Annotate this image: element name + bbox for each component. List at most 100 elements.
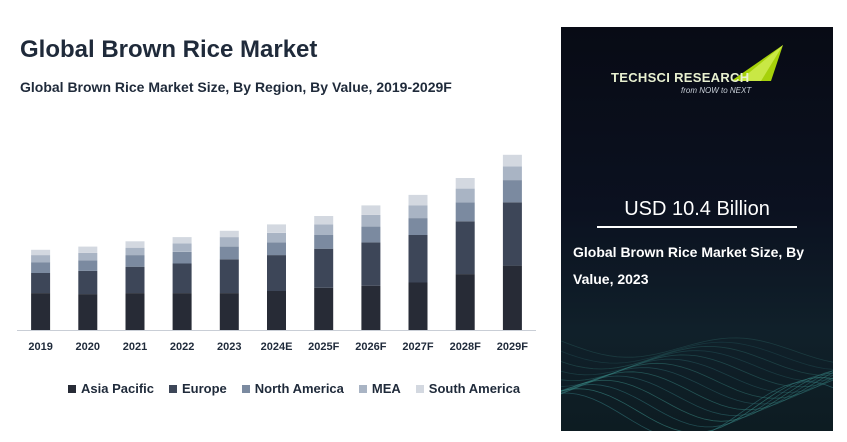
bar-segment-mea-2022 xyxy=(172,243,192,252)
bar-segment-europe-2021 xyxy=(125,266,145,294)
bar-segment-europe-2026f xyxy=(361,242,381,286)
chart-subtitle: Global Brown Rice Market Size, By Region… xyxy=(20,79,452,95)
bar-segment-europe-2023 xyxy=(219,259,239,294)
bar-segment-north-america-2023 xyxy=(219,246,239,260)
bar-segment-south-america-2027f xyxy=(408,194,428,206)
logo-arrow-icon xyxy=(731,45,783,81)
wave-line xyxy=(561,371,833,411)
x-tick-label: 2024E xyxy=(261,341,293,353)
bar-segment-mea-2028f xyxy=(455,188,475,203)
wave-line xyxy=(561,381,833,431)
legend-label: MEA xyxy=(371,381,401,396)
bar-segment-north-america-2026f xyxy=(361,226,381,243)
wave-line xyxy=(561,367,833,405)
bar-segment-north-america-2029f xyxy=(502,180,522,203)
bar-segment-south-america-2021 xyxy=(125,241,145,248)
bar-segment-asia-pacific-2027f xyxy=(408,282,428,330)
bar-segment-asia-pacific-2026f xyxy=(361,285,381,330)
wave-line xyxy=(561,354,833,388)
bar-segment-south-america-2022 xyxy=(172,237,192,244)
bar-segment-mea-2024e xyxy=(267,232,286,243)
wave-line xyxy=(561,350,833,382)
logo-tagline: from NOW to NEXT xyxy=(681,86,752,95)
wave-line xyxy=(561,372,833,428)
x-tick-label: 2021 xyxy=(123,341,147,353)
legend-swatch xyxy=(241,384,250,393)
bar-segment-europe-2020 xyxy=(78,270,98,295)
bar-segment-north-america-2025f xyxy=(314,235,334,249)
bar-segment-europe-2025f xyxy=(314,248,334,288)
market-value: USD 10.4 Billion xyxy=(624,198,770,220)
legend-label: Europe xyxy=(182,381,227,396)
legend-label: North America xyxy=(254,381,344,396)
bar-segment-asia-pacific-2022 xyxy=(172,293,192,330)
bar-segment-asia-pacific-2028f xyxy=(455,274,475,330)
bar-segment-south-america-2026f xyxy=(361,205,381,215)
wave-line xyxy=(561,377,833,431)
legend-item-europe: Europe xyxy=(169,381,227,396)
x-tick-label: 2019 xyxy=(28,341,52,353)
legend-item-north-america: North America xyxy=(241,381,344,396)
bar-segment-europe-2027f xyxy=(408,235,428,283)
info-panel: TECHSCI RESEARCH from NOW to NEXT USD 10… xyxy=(561,27,833,431)
bar-segment-europe-2022 xyxy=(172,263,192,294)
bar-segment-south-america-2023 xyxy=(219,230,239,238)
x-tick-label: 2023 xyxy=(217,341,241,353)
bar-segment-mea-2029f xyxy=(502,166,522,181)
bar-segment-asia-pacific-2019 xyxy=(31,293,51,330)
logo-wordmark: TECHSCI RESEARCH xyxy=(611,70,750,85)
legend-swatch xyxy=(415,384,424,393)
bar-segment-south-america-2028f xyxy=(455,178,475,189)
bar-segment-north-america-2020 xyxy=(78,260,98,271)
legend-item-asia-pacific: Asia Pacific xyxy=(68,381,154,396)
bar-segment-north-america-2027f xyxy=(408,218,428,235)
legend-swatch xyxy=(68,384,76,393)
value-divider xyxy=(597,226,797,228)
legend-item-south-america: South America xyxy=(415,381,521,396)
wave-line xyxy=(561,341,833,370)
bar-segment-mea-2020 xyxy=(78,252,98,261)
x-tick-label: 2026F xyxy=(355,341,386,353)
bar-segment-north-america-2021 xyxy=(125,255,145,267)
page-title: Global Brown Rice Market xyxy=(20,36,318,63)
techsci-logo: TECHSCI RESEARCH from NOW to NEXT xyxy=(611,43,791,113)
bar-segment-asia-pacific-2020 xyxy=(78,294,98,330)
chart-legend: Asia Pacific Europe North America MEA South … xyxy=(68,381,520,396)
x-tick-label: 2022 xyxy=(170,341,194,353)
legend-swatch xyxy=(169,384,177,393)
bar-segment-mea-2026f xyxy=(361,214,381,227)
chart-panel: Global Brown Rice Market Global Brown Ri… xyxy=(17,36,536,396)
bar-segment-mea-2023 xyxy=(219,237,239,247)
bar-segment-asia-pacific-2021 xyxy=(125,293,145,330)
legend-label: South America xyxy=(428,381,521,396)
x-tick-label: 2029F xyxy=(497,341,528,353)
x-tick-label: 2025F xyxy=(308,341,339,353)
stacked-bar-chart: 2019 2020 2021 2022 2023 2024E 2025F 2026F 2027F… xyxy=(17,154,536,353)
bar-segment-europe-2019 xyxy=(31,273,51,294)
bar-segment-asia-pacific-2029f xyxy=(502,265,522,330)
wave-background-graphic xyxy=(561,337,833,431)
bar-segment-south-america-2024e xyxy=(267,224,286,233)
bar-segment-europe-2024e xyxy=(267,255,286,291)
market-value-caption: Global Brown Rice Market Size, By Value,… xyxy=(573,244,805,287)
legend-swatch xyxy=(358,384,367,393)
wave-line xyxy=(561,370,833,422)
wave-line xyxy=(561,345,833,376)
bar-segment-mea-2019 xyxy=(31,255,51,263)
bar-segment-north-america-2028f xyxy=(455,202,475,222)
wave-line xyxy=(561,337,833,363)
bar-segment-north-america-2024e xyxy=(267,242,286,256)
bar-segment-europe-2029f xyxy=(502,202,522,266)
bar-segment-mea-2025f xyxy=(314,224,334,235)
bar-segment-north-america-2019 xyxy=(31,262,51,273)
bar-segment-asia-pacific-2025f xyxy=(314,287,334,330)
bar-segment-north-america-2022 xyxy=(172,251,192,264)
bar-segment-south-america-2025f xyxy=(314,216,334,225)
wave-line xyxy=(561,358,833,393)
legend-label: Asia Pacific xyxy=(81,381,154,396)
x-tick-label: 2020 xyxy=(76,341,100,353)
bar-segment-asia-pacific-2024e xyxy=(267,290,286,330)
bar-segment-south-america-2019 xyxy=(31,249,51,256)
wave-line xyxy=(561,370,833,416)
bar-segment-south-america-2020 xyxy=(78,246,98,253)
